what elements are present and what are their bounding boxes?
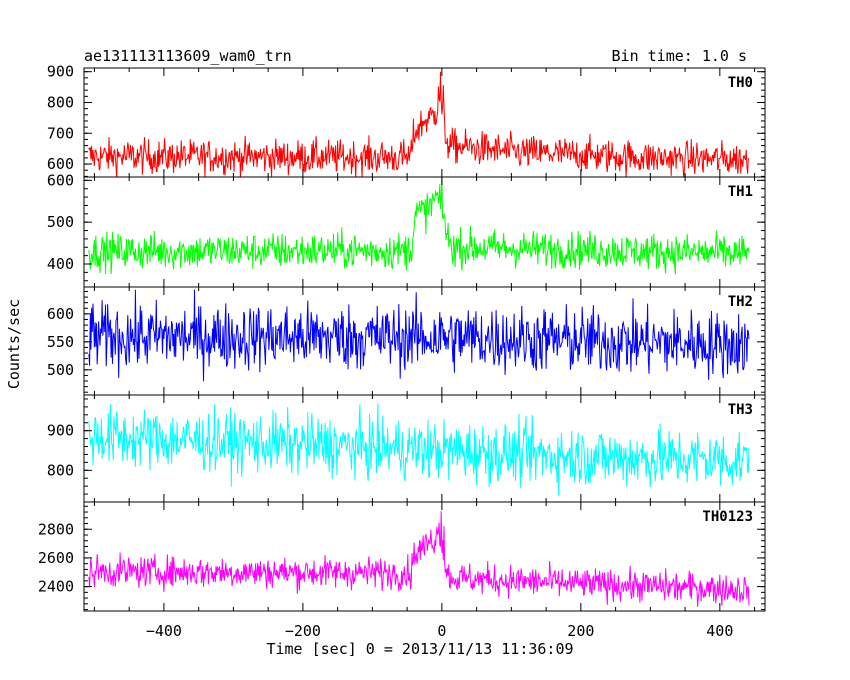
y-tick-label: 2800 bbox=[38, 520, 74, 538]
y-tick-label: 2600 bbox=[38, 549, 74, 567]
panel-th1: 400 500 600 TH1 bbox=[47, 171, 766, 288]
panel-label: TH0123 bbox=[702, 509, 753, 525]
panels: 600 700 800 900 TH0 400 500 600 TH1 500 550 600 TH2 8… bbox=[38, 63, 766, 612]
panel-label: TH1 bbox=[728, 184, 753, 200]
panel-frame bbox=[83, 176, 766, 288]
x-tick-label: 200 bbox=[567, 622, 594, 640]
panel-th3: 800 900 TH3 bbox=[47, 394, 766, 503]
series-line-th1 bbox=[88, 177, 750, 275]
series-line-th2 bbox=[88, 289, 750, 382]
x-tick-label: 400 bbox=[706, 622, 733, 640]
chart-title: ae131113113609_wam0_trn bbox=[84, 47, 292, 65]
y-tick-label: 600 bbox=[47, 171, 74, 189]
y-tick-label: 500 bbox=[47, 361, 74, 379]
y-tick-label: 900 bbox=[47, 63, 74, 81]
series-line-th0123 bbox=[88, 511, 750, 607]
y-tick-label: 600 bbox=[47, 155, 74, 173]
y-tick-label: 600 bbox=[47, 305, 74, 323]
panel-label: TH2 bbox=[728, 294, 753, 310]
y-axis-label: Counts/sec bbox=[5, 299, 23, 389]
y-tick-label: 800 bbox=[47, 93, 74, 111]
panel-label: TH3 bbox=[728, 402, 753, 418]
series-line-th3 bbox=[88, 403, 750, 496]
x-tick-label: −400 bbox=[146, 622, 182, 640]
y-tick-label: 700 bbox=[47, 124, 74, 142]
y-tick-label: 2400 bbox=[38, 578, 74, 596]
x-axis-label: Time [sec] 0 = 2013/11/13 11:36:09 bbox=[266, 640, 573, 658]
x-tick-label: −200 bbox=[285, 622, 321, 640]
series-line-th0 bbox=[88, 71, 750, 177]
x-tick-label: 0 bbox=[437, 622, 446, 640]
panel-th0: 600 700 800 900 TH0 bbox=[47, 63, 766, 178]
y-tick-label: 900 bbox=[47, 422, 74, 440]
panel-frame bbox=[83, 501, 766, 612]
y-tick-label: 500 bbox=[47, 213, 74, 231]
y-tick-label: 550 bbox=[47, 333, 74, 351]
y-tick-label: 400 bbox=[47, 255, 74, 273]
panel-th0123: 2400 2600 2800 TH0123 bbox=[38, 501, 766, 612]
panel-label: TH0 bbox=[728, 75, 753, 91]
x-axis: −400 −200 0 200 400 bbox=[146, 622, 734, 640]
bin-time-label: Bin time: 1.0 s bbox=[612, 47, 747, 65]
y-tick-label: 800 bbox=[47, 461, 74, 479]
panel-th2: 500 550 600 TH2 bbox=[47, 286, 766, 396]
